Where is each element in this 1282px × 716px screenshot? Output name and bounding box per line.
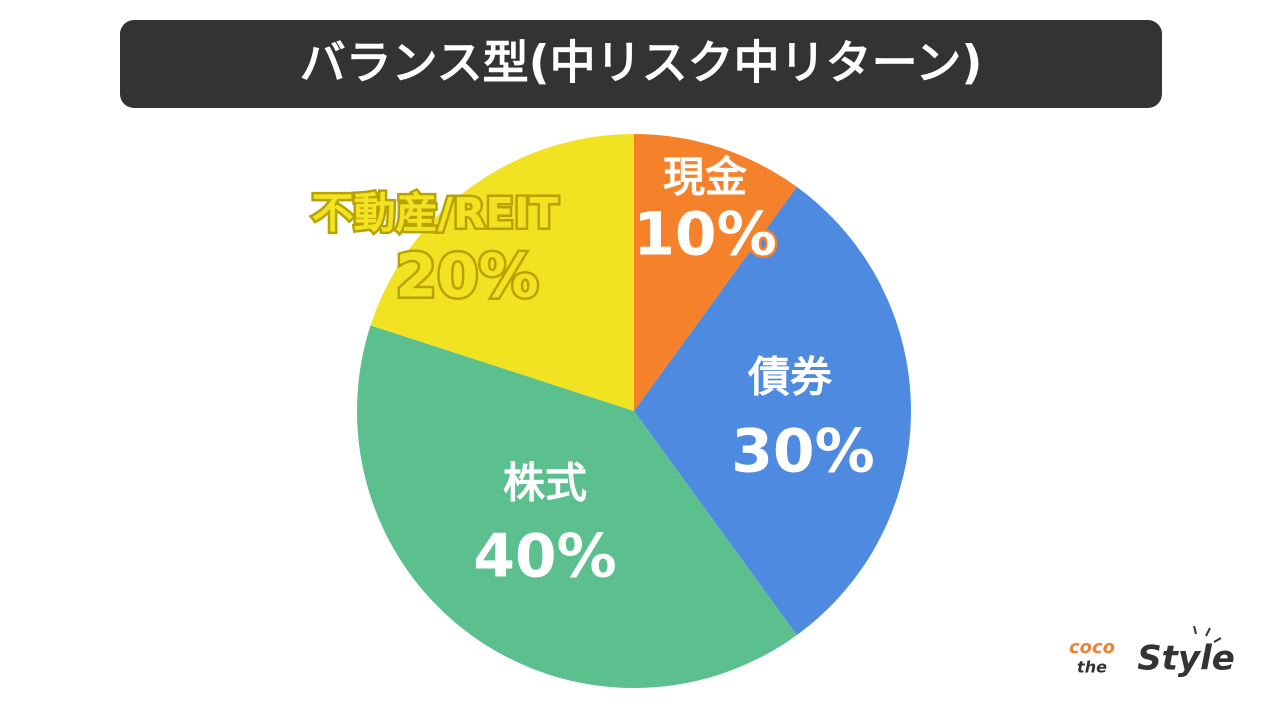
pie-slice [370, 134, 634, 411]
slice-label: 債券 [747, 353, 833, 402]
chart-title: バランス型(中リスク中リターン) [300, 36, 983, 90]
value-label: 10% [633, 200, 777, 270]
title-banner [120, 20, 1162, 108]
pie-slice [634, 186, 912, 636]
pie-slice [357, 325, 797, 689]
pie [357, 134, 912, 689]
pie-slice [634, 134, 797, 411]
logo-rays [1193, 625, 1222, 643]
logo-middle: the [1077, 658, 1107, 677]
logo: coco the Style [1069, 625, 1235, 679]
slice-label: 現金 [663, 153, 748, 202]
logo-top: coco [1069, 637, 1115, 658]
value-label: 40% [473, 522, 617, 592]
value-label: 20% [395, 242, 539, 312]
slice-label: 株式 [503, 459, 587, 508]
value-label: 30% [731, 417, 875, 487]
slice-label: 不動産/REIT [312, 189, 559, 238]
logo-main: Style [1137, 639, 1235, 679]
